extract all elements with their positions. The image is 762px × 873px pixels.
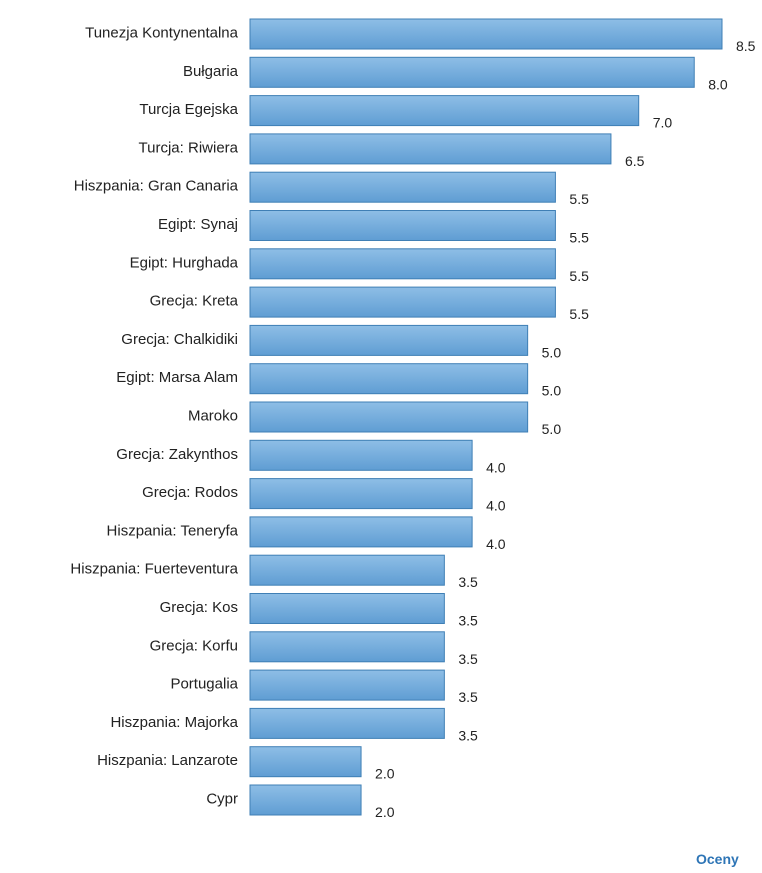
bar — [249, 554, 445, 586]
category-label: Egipt: Hurghada — [130, 254, 239, 271]
value-label: 3.5 — [458, 613, 478, 629]
category-label: Hiszpania: Gran Canaria — [74, 178, 239, 195]
bar — [249, 784, 362, 816]
category-label: Grecja: Kreta — [150, 293, 239, 310]
category-label: Hiszpania: Majorka — [110, 714, 238, 731]
value-label: 4.0 — [486, 498, 506, 514]
value-label: 2.0 — [375, 766, 395, 782]
value-label: 2.0 — [375, 804, 395, 820]
category-label: Egipt: Synaj — [158, 216, 238, 233]
bar — [249, 171, 556, 203]
category-label: Egipt: Marsa Alam — [116, 369, 238, 386]
value-label: 5.5 — [569, 191, 589, 207]
bar — [249, 439, 473, 471]
category-label: Tunezja Kontynentalna — [85, 25, 239, 42]
value-label: 5.5 — [569, 306, 589, 322]
bar — [249, 18, 723, 50]
value-label: 7.0 — [653, 115, 673, 131]
value-label: 6.5 — [625, 153, 645, 169]
category-label: Bułgaria — [183, 63, 239, 80]
bar — [249, 593, 445, 624]
category-label: Grecja: Rodos — [142, 484, 238, 501]
value-label: 5.0 — [542, 344, 562, 360]
category-label: Portugalia — [170, 676, 238, 693]
bar — [249, 478, 473, 510]
bar — [249, 56, 695, 88]
value-label: 3.5 — [458, 651, 478, 667]
category-label: Cypr — [206, 791, 238, 808]
category-label: Turcja Egejska — [139, 101, 238, 118]
value-label: 3.5 — [458, 727, 478, 743]
value-label: 5.5 — [569, 268, 589, 284]
bar — [249, 401, 529, 433]
bar — [249, 210, 556, 241]
chart-caption: Oceny — [696, 851, 739, 867]
bar — [249, 631, 445, 663]
bar — [249, 286, 556, 318]
category-label: Grecja: Zakynthos — [116, 446, 238, 463]
bars-group: Tunezja Kontynentalna 8.5 Bułgaria 8.0 Turcj… — [70, 18, 756, 820]
category-label: Hiszpania: Fuerteventura — [70, 561, 238, 578]
category-label: Turcja: Riwiera — [139, 139, 239, 156]
value-label: 3.5 — [458, 689, 478, 705]
category-label: Grecja: Kos — [160, 599, 238, 616]
category-label: Grecja: Korfu — [150, 637, 238, 654]
value-label: 3.5 — [458, 574, 478, 590]
bar — [249, 669, 445, 701]
bar — [249, 746, 362, 778]
bar — [249, 324, 529, 356]
value-label: 5.5 — [569, 230, 589, 246]
value-label: 8.0 — [708, 76, 728, 92]
value-label: 5.0 — [542, 383, 562, 399]
bar — [249, 363, 529, 395]
bar — [249, 516, 473, 548]
category-label: Maroko — [188, 408, 238, 425]
bar — [249, 248, 556, 280]
category-label: Hiszpania: Lanzarote — [97, 752, 238, 769]
bar — [249, 133, 612, 165]
value-label: 4.0 — [486, 459, 506, 475]
category-label: Grecja: Chalkidiki — [121, 331, 238, 348]
category-label: Hiszpania: Teneryfa — [107, 522, 239, 539]
value-label: 5.0 — [542, 421, 562, 437]
bar — [249, 95, 640, 127]
value-label: 8.5 — [736, 38, 756, 54]
bar — [249, 707, 445, 739]
value-label: 4.0 — [486, 536, 506, 552]
